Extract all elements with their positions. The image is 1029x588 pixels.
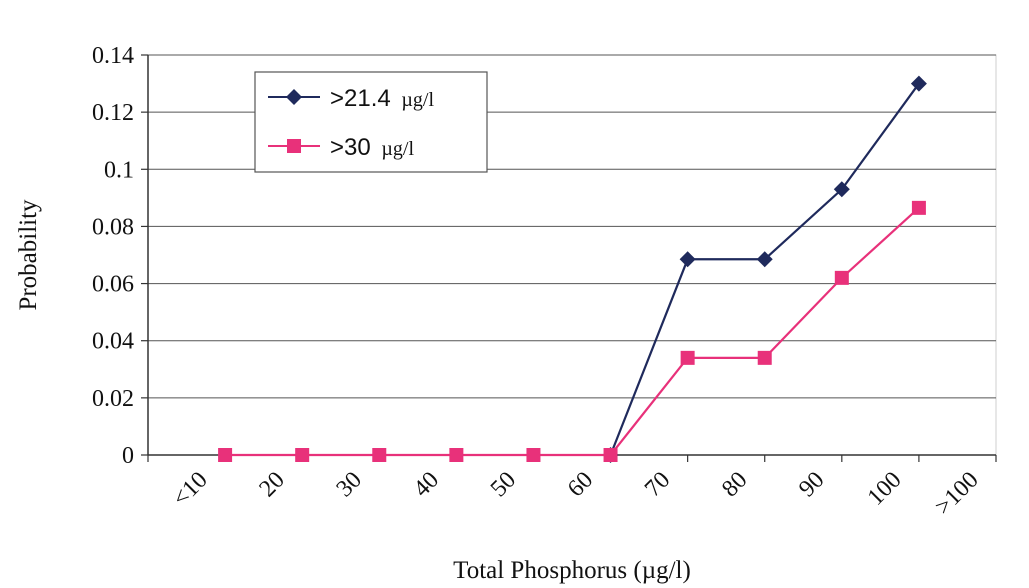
x-tick-label: 80 [717, 467, 752, 502]
y-tick-label: 0.02 [92, 386, 134, 412]
square-marker [449, 448, 464, 462]
square-marker [372, 448, 387, 462]
x-tick-label: <10 [168, 467, 213, 512]
x-tick-label: 70 [640, 467, 675, 502]
y-tick-label: 0.12 [92, 100, 134, 126]
x-tick-label: 50 [486, 467, 521, 502]
y-tick-label: 0.04 [92, 329, 134, 355]
x-tick-label: 90 [794, 467, 829, 502]
legend-label-series-2-unit: µg/l [381, 138, 414, 160]
x-tick-label: 100 [863, 467, 907, 511]
legend-label-series-1-unit: µg/l [401, 89, 434, 111]
square-marker [757, 350, 772, 365]
diamond-marker [679, 251, 696, 268]
legend-diamond-marker [286, 89, 302, 105]
square-marker [834, 270, 849, 285]
x-tick-label: 60 [563, 467, 598, 502]
y-tick-labels: 0 0.02 0.04 0.06 0.08 0.1 0.12 0.14 [92, 43, 148, 469]
square-marker [526, 448, 541, 462]
legend-box [254, 71, 488, 173]
x-tick-label: 40 [409, 467, 444, 502]
legend-entry-2: >30 µg/l [268, 134, 414, 161]
square-marker [218, 448, 233, 462]
y-tick-label: 0.08 [92, 214, 134, 240]
legend-entry-1: >21.4 µg/l [268, 85, 434, 112]
square-marker [911, 200, 926, 215]
x-tick-label: 20 [255, 467, 290, 502]
x-tick-label: >100 [930, 467, 983, 520]
legend-label-series-1: >21.4 µg/l [330, 85, 434, 112]
legend-square-marker [287, 139, 301, 153]
x-tick-label: 30 [332, 467, 367, 502]
x-axis-title: Total Phosphorus (µg/l) [453, 557, 691, 584]
series-2-line [225, 207, 920, 457]
legend: >21.4 µg/l >30 µg/l [254, 71, 488, 173]
diamond-marker [833, 181, 850, 198]
y-tick-label: 0.14 [92, 43, 134, 69]
y-tick-label: 0.06 [92, 272, 134, 298]
square-marker [295, 448, 310, 462]
square-marker [603, 448, 618, 462]
y-tick-label: 0.1 [104, 157, 134, 183]
diamond-marker [756, 251, 773, 268]
legend-label-series-2: >30 µg/l [330, 134, 414, 161]
series-layer [218, 75, 927, 463]
x-tick-labels: <10 20 30 40 50 60 70 80 90 100 >100 [147, 455, 997, 520]
square-marker [680, 350, 695, 365]
diamond-marker [910, 75, 927, 92]
legend-label-series-2-main: >30 [330, 134, 371, 161]
y-tick-label: 0 [122, 443, 134, 469]
legend-label-series-1-main: >21.4 [330, 85, 391, 112]
y-axis-title: Probability [15, 199, 42, 311]
